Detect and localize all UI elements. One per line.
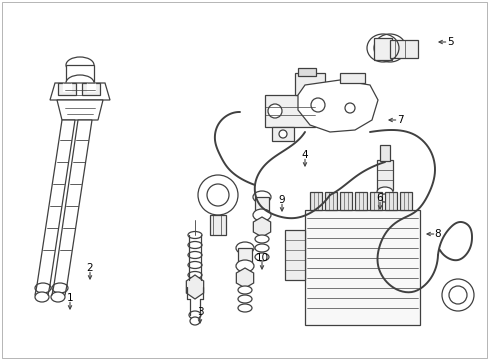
Circle shape xyxy=(279,130,286,138)
Circle shape xyxy=(206,184,228,206)
Ellipse shape xyxy=(66,75,94,91)
Ellipse shape xyxy=(190,317,200,325)
Circle shape xyxy=(441,279,473,311)
Bar xyxy=(325,192,336,210)
Bar xyxy=(285,230,305,280)
Polygon shape xyxy=(236,268,253,288)
Bar xyxy=(264,95,314,127)
Bar xyxy=(339,192,351,210)
Text: 8: 8 xyxy=(434,229,440,239)
Bar xyxy=(63,83,71,91)
Ellipse shape xyxy=(187,271,202,279)
Ellipse shape xyxy=(252,209,270,221)
Text: 1: 1 xyxy=(66,293,73,303)
Text: 2: 2 xyxy=(86,263,93,273)
Circle shape xyxy=(448,286,466,304)
Ellipse shape xyxy=(187,231,202,239)
Ellipse shape xyxy=(52,283,68,293)
Bar xyxy=(271,127,293,141)
Polygon shape xyxy=(57,100,103,120)
Ellipse shape xyxy=(236,260,253,272)
Circle shape xyxy=(310,98,325,112)
Ellipse shape xyxy=(187,242,202,248)
Ellipse shape xyxy=(35,292,49,302)
Bar xyxy=(238,248,251,266)
Polygon shape xyxy=(186,275,203,299)
Text: 10: 10 xyxy=(255,253,268,263)
Polygon shape xyxy=(54,120,92,285)
Text: 7: 7 xyxy=(396,115,403,125)
Bar xyxy=(254,197,268,215)
Ellipse shape xyxy=(238,295,251,303)
Bar xyxy=(384,192,396,210)
Ellipse shape xyxy=(373,34,405,62)
Polygon shape xyxy=(297,80,377,132)
Polygon shape xyxy=(253,217,270,237)
Ellipse shape xyxy=(236,242,253,254)
Circle shape xyxy=(345,103,354,113)
Bar xyxy=(305,210,419,325)
Ellipse shape xyxy=(187,252,202,258)
Polygon shape xyxy=(37,120,75,285)
Ellipse shape xyxy=(51,292,65,302)
Bar xyxy=(389,40,417,58)
Bar xyxy=(376,160,392,190)
Bar xyxy=(66,65,94,83)
Bar xyxy=(209,215,225,235)
Ellipse shape xyxy=(380,40,398,56)
Ellipse shape xyxy=(377,194,391,202)
Bar xyxy=(297,68,315,76)
Bar xyxy=(309,192,321,210)
Bar xyxy=(369,192,381,210)
Text: 3: 3 xyxy=(196,307,203,317)
Ellipse shape xyxy=(238,286,251,294)
Ellipse shape xyxy=(254,253,268,261)
Circle shape xyxy=(267,104,282,118)
Bar xyxy=(294,73,325,95)
Ellipse shape xyxy=(35,283,51,293)
Ellipse shape xyxy=(254,244,268,252)
Text: 4: 4 xyxy=(301,150,307,160)
Ellipse shape xyxy=(189,311,201,319)
Ellipse shape xyxy=(254,235,268,243)
Ellipse shape xyxy=(252,191,270,203)
Bar xyxy=(399,192,411,210)
Bar xyxy=(379,145,389,161)
Text: 5: 5 xyxy=(446,37,452,47)
Bar xyxy=(354,192,366,210)
Bar xyxy=(373,38,391,60)
Polygon shape xyxy=(50,83,110,100)
Text: 9: 9 xyxy=(278,195,285,205)
Ellipse shape xyxy=(376,187,392,197)
Ellipse shape xyxy=(238,304,251,312)
Ellipse shape xyxy=(187,261,202,269)
Bar xyxy=(87,83,95,91)
Bar xyxy=(339,73,364,83)
Bar xyxy=(82,83,100,95)
Ellipse shape xyxy=(66,57,94,73)
Bar xyxy=(58,83,76,95)
Circle shape xyxy=(198,175,238,215)
Text: 6: 6 xyxy=(376,193,383,203)
